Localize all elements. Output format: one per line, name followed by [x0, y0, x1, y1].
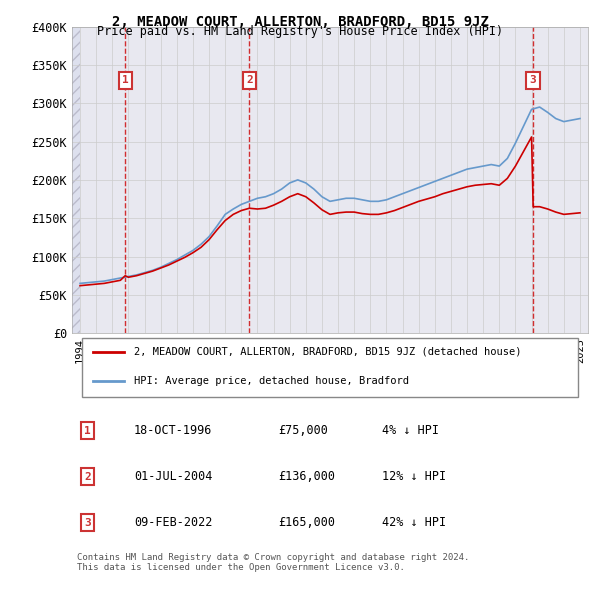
Text: 09-FEB-2022: 09-FEB-2022: [134, 516, 212, 529]
Text: 2: 2: [246, 75, 253, 85]
Text: £75,000: £75,000: [278, 424, 328, 437]
Text: 4% ↓ HPI: 4% ↓ HPI: [382, 424, 439, 437]
Text: 1: 1: [122, 75, 128, 85]
Text: £136,000: £136,000: [278, 470, 335, 483]
Bar: [72, 27, 80, 333]
Text: HPI: Average price, detached house, Bradford: HPI: Average price, detached house, Brad…: [134, 376, 409, 386]
Text: 18-OCT-1996: 18-OCT-1996: [134, 424, 212, 437]
FancyBboxPatch shape: [82, 338, 578, 396]
Text: 1: 1: [84, 426, 91, 436]
Bar: [72, 27, 80, 333]
Text: £165,000: £165,000: [278, 516, 335, 529]
Text: 01-JUL-2004: 01-JUL-2004: [134, 470, 212, 483]
Text: 3: 3: [530, 75, 536, 85]
Text: 2: 2: [84, 472, 91, 482]
Text: 2, MEADOW COURT, ALLERTON, BRADFORD, BD15 9JZ: 2, MEADOW COURT, ALLERTON, BRADFORD, BD1…: [112, 15, 488, 29]
Text: 42% ↓ HPI: 42% ↓ HPI: [382, 516, 446, 529]
Text: 3: 3: [84, 518, 91, 528]
Text: 2, MEADOW COURT, ALLERTON, BRADFORD, BD15 9JZ (detached house): 2, MEADOW COURT, ALLERTON, BRADFORD, BD1…: [134, 347, 521, 357]
Text: Contains HM Land Registry data © Crown copyright and database right 2024.
This d: Contains HM Land Registry data © Crown c…: [77, 553, 470, 572]
Text: Price paid vs. HM Land Registry's House Price Index (HPI): Price paid vs. HM Land Registry's House …: [97, 25, 503, 38]
Text: 12% ↓ HPI: 12% ↓ HPI: [382, 470, 446, 483]
